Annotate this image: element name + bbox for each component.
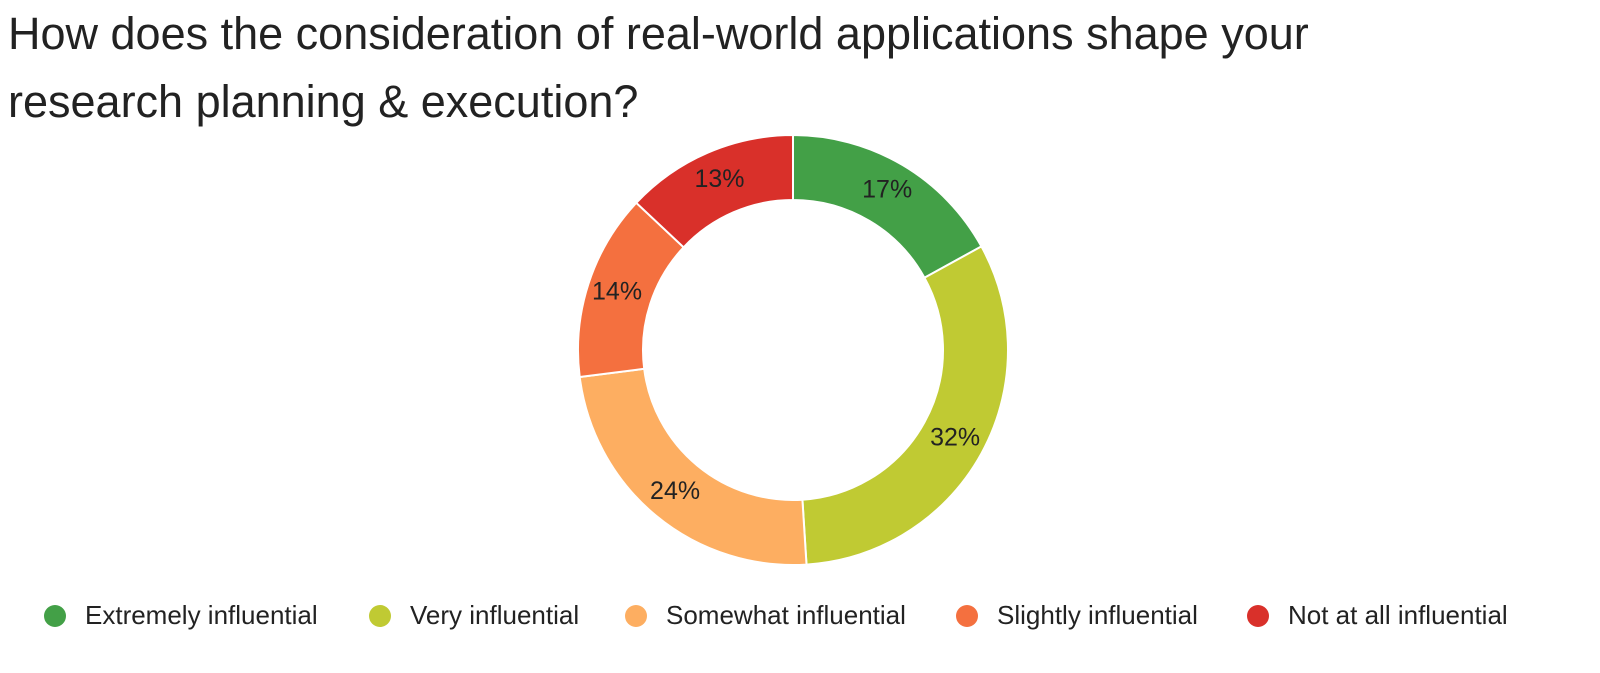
legend-marker xyxy=(369,605,391,627)
donut-slice xyxy=(801,245,1009,566)
legend-label: Extremely influential xyxy=(85,600,318,630)
legend-label: Not at all influential xyxy=(1288,600,1508,630)
chart-title: How does the consideration of real-world… xyxy=(8,8,1309,127)
value-label: 32% xyxy=(930,424,980,452)
legend-marker xyxy=(1247,605,1269,627)
value-label: 14% xyxy=(592,277,642,305)
legend-label: Slightly influential xyxy=(997,600,1198,630)
value-label: 24% xyxy=(650,477,700,505)
legend-marker xyxy=(625,605,647,627)
legend-marker xyxy=(44,605,66,627)
value-label: 17% xyxy=(862,175,912,203)
value-label: 13% xyxy=(695,165,745,193)
donut-slice xyxy=(634,133,794,249)
legend-label: Very influential xyxy=(410,600,579,630)
legend-marker xyxy=(956,605,978,627)
donut-slice xyxy=(578,367,808,566)
legend-label: Somewhat influential xyxy=(666,600,906,630)
donut-slice xyxy=(792,133,983,280)
